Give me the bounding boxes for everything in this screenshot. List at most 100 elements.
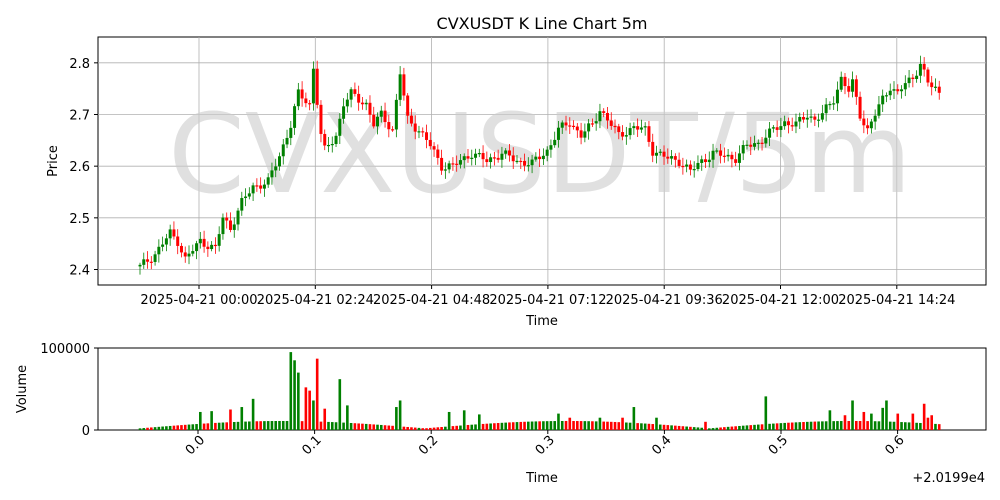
candle-body bbox=[164, 238, 168, 245]
volume-bar bbox=[553, 421, 556, 430]
candle-body bbox=[270, 170, 274, 178]
candle-body bbox=[911, 77, 915, 80]
volume-bar bbox=[511, 422, 515, 430]
candle-body bbox=[734, 159, 738, 163]
candle-body bbox=[903, 83, 907, 90]
candle-body bbox=[677, 159, 681, 166]
volume-bar bbox=[670, 425, 673, 430]
candle-body bbox=[873, 115, 877, 122]
candle-body bbox=[609, 120, 613, 126]
candle-body bbox=[662, 151, 666, 157]
volume-bar bbox=[444, 426, 447, 430]
volume-bar bbox=[798, 422, 802, 430]
candle-body bbox=[771, 127, 775, 129]
volume-bar bbox=[508, 422, 511, 430]
candle-body bbox=[296, 89, 300, 107]
volume-bar bbox=[843, 415, 847, 430]
candle-body bbox=[832, 103, 836, 105]
candle-body bbox=[338, 118, 342, 136]
candle-body bbox=[138, 264, 142, 267]
candle-body bbox=[632, 126, 636, 129]
volume-bar bbox=[802, 422, 805, 430]
volume-bar bbox=[255, 421, 259, 430]
volume-bar bbox=[764, 396, 768, 430]
volume-offset-text: +2.0199e4 bbox=[912, 471, 985, 486]
volume-bar bbox=[730, 426, 734, 430]
candle-body bbox=[221, 217, 225, 235]
price-y-tick-label: 2.4 bbox=[69, 264, 90, 279]
candle-body bbox=[428, 139, 432, 147]
candle-body bbox=[436, 149, 440, 158]
candle-body bbox=[293, 106, 297, 128]
price-y-tick-label: 2.5 bbox=[69, 212, 90, 227]
volume-bar bbox=[534, 421, 538, 430]
candle-body bbox=[259, 185, 263, 189]
candle-body bbox=[477, 153, 481, 155]
candle-body bbox=[149, 261, 153, 263]
candle-body bbox=[937, 86, 941, 93]
volume-bar bbox=[259, 421, 262, 430]
candle-body bbox=[824, 104, 828, 114]
candle-body bbox=[704, 159, 707, 163]
volume-bar bbox=[877, 421, 881, 430]
price-y-tick-label: 2.7 bbox=[69, 109, 90, 124]
volume-bar bbox=[504, 422, 507, 430]
candle-body bbox=[443, 169, 447, 171]
candle-body bbox=[327, 144, 330, 147]
volume-y-tick-label: 100000 bbox=[40, 342, 90, 357]
volume-bar bbox=[274, 420, 278, 430]
volume-bar bbox=[809, 421, 813, 430]
candle-body bbox=[496, 157, 500, 160]
volume-bar bbox=[847, 420, 851, 430]
candle-body bbox=[862, 118, 866, 126]
volume-bar bbox=[685, 426, 688, 430]
candle-body bbox=[572, 125, 576, 128]
volume-bar bbox=[756, 424, 760, 430]
volume-x-tick-label: 0.2 bbox=[416, 433, 441, 458]
candles bbox=[138, 55, 941, 275]
candle-body bbox=[602, 111, 606, 113]
volume-bar bbox=[625, 422, 628, 430]
candle-body bbox=[568, 125, 572, 127]
volume-y-axis-title: Volume bbox=[15, 365, 30, 413]
volume-bar bbox=[195, 424, 198, 430]
volume-bar bbox=[281, 420, 285, 430]
volume-bar bbox=[199, 411, 202, 430]
volume-bar bbox=[217, 422, 221, 430]
candle-body bbox=[775, 127, 779, 130]
volume-bar bbox=[391, 425, 394, 430]
candle-body bbox=[673, 156, 677, 160]
candle-body bbox=[843, 76, 847, 87]
chart-title: CVXUSDT K Line Chart 5m bbox=[437, 14, 648, 33]
volume-bar bbox=[376, 424, 379, 430]
candle-body bbox=[176, 236, 180, 246]
volume-bar bbox=[836, 421, 839, 430]
volume-bar bbox=[915, 422, 918, 430]
candle-body bbox=[930, 82, 934, 88]
volume-bar bbox=[349, 423, 353, 430]
volume-bar bbox=[768, 423, 771, 430]
volume-bar bbox=[263, 421, 266, 430]
candle-body bbox=[711, 150, 715, 160]
volume-panel: 0 100000 0.0 0.1 0.2 0.3 0.4 0.5 0.6 Time Volum… bbox=[15, 342, 987, 486]
volume-bar bbox=[379, 424, 383, 430]
volume-bar bbox=[474, 424, 477, 430]
candle-body bbox=[481, 153, 485, 160]
volume-bar bbox=[432, 427, 436, 430]
candle-body bbox=[790, 125, 794, 127]
price-x-tick-label: 2025-04-21 09:36 bbox=[606, 293, 723, 308]
candle-body bbox=[643, 126, 647, 128]
candle-body bbox=[319, 104, 323, 134]
volume-bar bbox=[364, 423, 368, 430]
volume-y-tick-label: 0 bbox=[82, 424, 90, 439]
volume-bar bbox=[236, 421, 240, 430]
volume-bar bbox=[666, 425, 670, 430]
candle-body bbox=[153, 254, 157, 262]
candle-body bbox=[534, 156, 538, 160]
candle-body bbox=[541, 155, 545, 160]
volume-bar bbox=[821, 421, 824, 430]
candle-body bbox=[647, 126, 651, 142]
volume-bar bbox=[428, 427, 432, 430]
volume-bar bbox=[937, 424, 941, 430]
candle-body bbox=[202, 238, 206, 247]
